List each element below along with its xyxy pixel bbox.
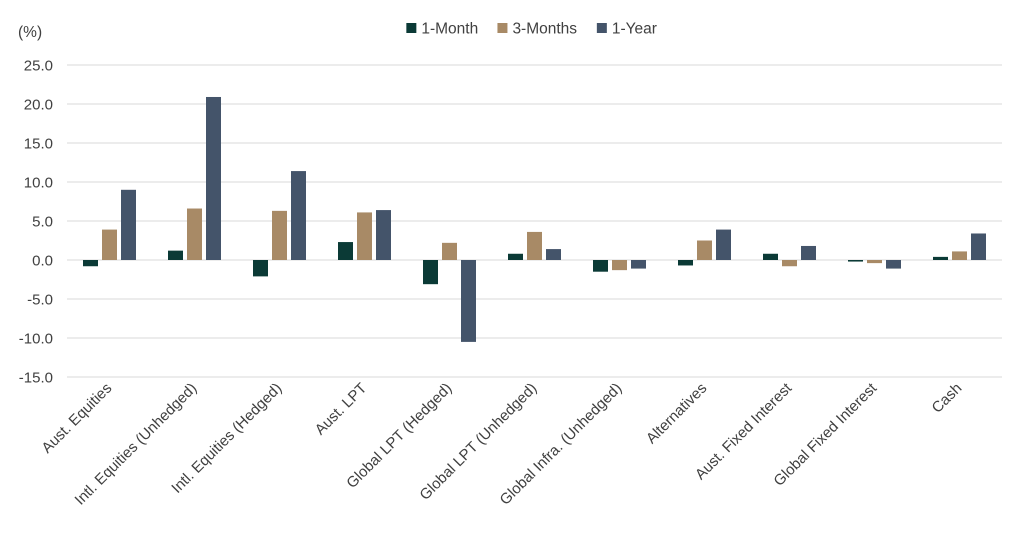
bar-3-months (952, 251, 967, 260)
bar-1-month (253, 260, 268, 277)
bar-1-month (593, 260, 608, 272)
x-category-label: Aust. LPT (312, 380, 371, 439)
bar-1-month (423, 260, 438, 285)
bar-3-months (867, 260, 882, 264)
bar-3-months (612, 260, 627, 271)
y-axis-label: (%) (18, 24, 42, 41)
legend-swatch (596, 23, 607, 33)
bar-1-year (546, 249, 561, 260)
legend-label: 3-Months (512, 21, 577, 38)
legend-label: 1-Year (612, 21, 657, 38)
bar-3-months (102, 229, 117, 260)
y-axis-tick-labels: 25.0 20.0 15.0 10.0 5.0 0.0 -5.0 -10.0 -15.0 (19, 58, 53, 387)
bar-1-month (848, 260, 863, 262)
bar-1-year (206, 96, 221, 260)
legend-swatch (497, 23, 508, 33)
y-tick-label: 5.0 (32, 214, 53, 231)
bar-3-months (357, 212, 372, 260)
y-tick-label: 15.0 (24, 136, 53, 153)
bar-3-months (697, 240, 712, 260)
bar-3-months (782, 260, 797, 267)
y-tick-label: 10.0 (24, 175, 53, 192)
bar-3-months (442, 242, 457, 260)
bar-1-year (716, 229, 731, 260)
y-tick-label: 25.0 (24, 58, 53, 75)
bar-1-year (461, 260, 476, 342)
bar-3-months (527, 231, 542, 260)
x-category-label: Alternatives (643, 380, 710, 447)
bar-1-month (678, 260, 693, 266)
bar-1-year (886, 260, 901, 269)
x-category-label: Cash (929, 380, 966, 417)
legend: 1-Month 3-Months 1-Year (406, 21, 657, 38)
x-category-label: Aust. Equities (38, 380, 115, 457)
bar-1-year (121, 189, 136, 260)
y-tick-label: 20.0 (24, 97, 53, 114)
bar-1-month (933, 256, 948, 260)
bar-1-year (631, 260, 646, 269)
bar-1-month (508, 253, 523, 260)
bars (83, 96, 986, 342)
bar-1-year (801, 245, 816, 260)
bar-1-year (971, 233, 986, 260)
bar-1-year (291, 171, 306, 260)
y-tick-label: -10.0 (19, 331, 53, 348)
bar-3-months (187, 208, 202, 260)
legend-swatch (406, 23, 417, 33)
bar-1-month (168, 250, 183, 260)
bar-1-month (83, 260, 98, 267)
y-tick-label: -15.0 (19, 370, 53, 387)
bar-1-month (338, 242, 353, 260)
y-tick-label: 0.0 (32, 253, 53, 270)
bar-3-months (272, 210, 287, 260)
bar-1-month (763, 253, 778, 260)
y-tick-label: -5.0 (27, 292, 53, 309)
legend-label: 1-Month (421, 21, 478, 38)
bar-1-year (376, 210, 391, 260)
